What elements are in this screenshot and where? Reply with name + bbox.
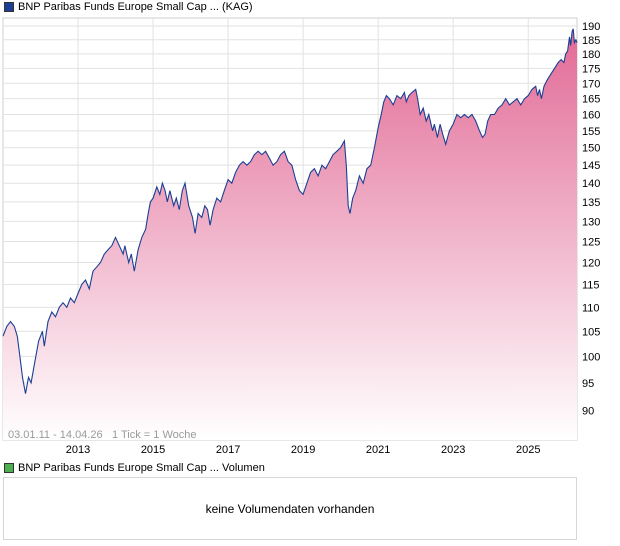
y-tick-label: 145 bbox=[582, 160, 600, 172]
y-tick-label: 90 bbox=[582, 406, 594, 418]
x-tick-label: 2019 bbox=[291, 444, 315, 456]
price-area bbox=[3, 28, 577, 441]
x-tick-label: 2013 bbox=[66, 444, 90, 456]
y-tick-label: 160 bbox=[582, 109, 600, 121]
y-tick-label: 95 bbox=[582, 378, 594, 390]
y-tick-label: 190 bbox=[582, 21, 600, 33]
price-legend-label: BNP Paribas Funds Europe Small Cap ... (… bbox=[18, 1, 253, 13]
volume-legend: BNP Paribas Funds Europe Small Cap ... V… bbox=[4, 462, 265, 474]
tick-info-label: 1 Tick = 1 Woche bbox=[112, 429, 196, 441]
y-tick-label: 120 bbox=[582, 258, 600, 270]
x-tick-label: 2021 bbox=[366, 444, 390, 456]
y-tick-label: 115 bbox=[582, 279, 600, 291]
volume-empty-message: keine Volumendaten vorhanden bbox=[205, 502, 375, 516]
x-tick-label: 2025 bbox=[516, 444, 540, 456]
y-tick-label: 165 bbox=[582, 94, 600, 106]
y-tick-label: 180 bbox=[582, 49, 600, 61]
y-tick-label: 175 bbox=[582, 63, 600, 75]
y-tick-label: 185 bbox=[582, 35, 600, 47]
volume-legend-label: BNP Paribas Funds Europe Small Cap ... V… bbox=[18, 462, 265, 474]
x-tick-label: 2023 bbox=[441, 444, 465, 456]
y-tick-label: 125 bbox=[582, 237, 600, 249]
price-line bbox=[2, 28, 578, 394]
y-tick-label: 140 bbox=[582, 178, 600, 190]
price-legend-swatch bbox=[4, 2, 14, 12]
price-legend: BNP Paribas Funds Europe Small Cap ... (… bbox=[4, 1, 253, 13]
y-tick-label: 155 bbox=[582, 126, 600, 138]
y-tick-label: 130 bbox=[582, 216, 600, 228]
y-tick-label: 150 bbox=[582, 143, 600, 155]
y-axis: 90 95 100 105 110 115 120 125 130 135 140 145 150 155… bbox=[582, 21, 600, 418]
volume-legend-swatch bbox=[4, 463, 14, 473]
y-tick-label: 100 bbox=[582, 351, 600, 363]
date-range-label: 03.01.11 - 14.04.26 bbox=[8, 429, 103, 441]
x-tick-label: 2015 bbox=[141, 444, 165, 456]
y-tick-label: 135 bbox=[582, 197, 600, 209]
y-tick-label: 110 bbox=[582, 302, 600, 314]
x-axis: 2013 2015 2017 2019 2021 2023 2025 bbox=[66, 444, 541, 456]
y-tick-label: 105 bbox=[582, 326, 600, 338]
volume-panel: keine Volumendaten vorhanden bbox=[3, 477, 577, 540]
x-tick-label: 2017 bbox=[216, 444, 240, 456]
y-tick-label: 170 bbox=[582, 78, 600, 90]
